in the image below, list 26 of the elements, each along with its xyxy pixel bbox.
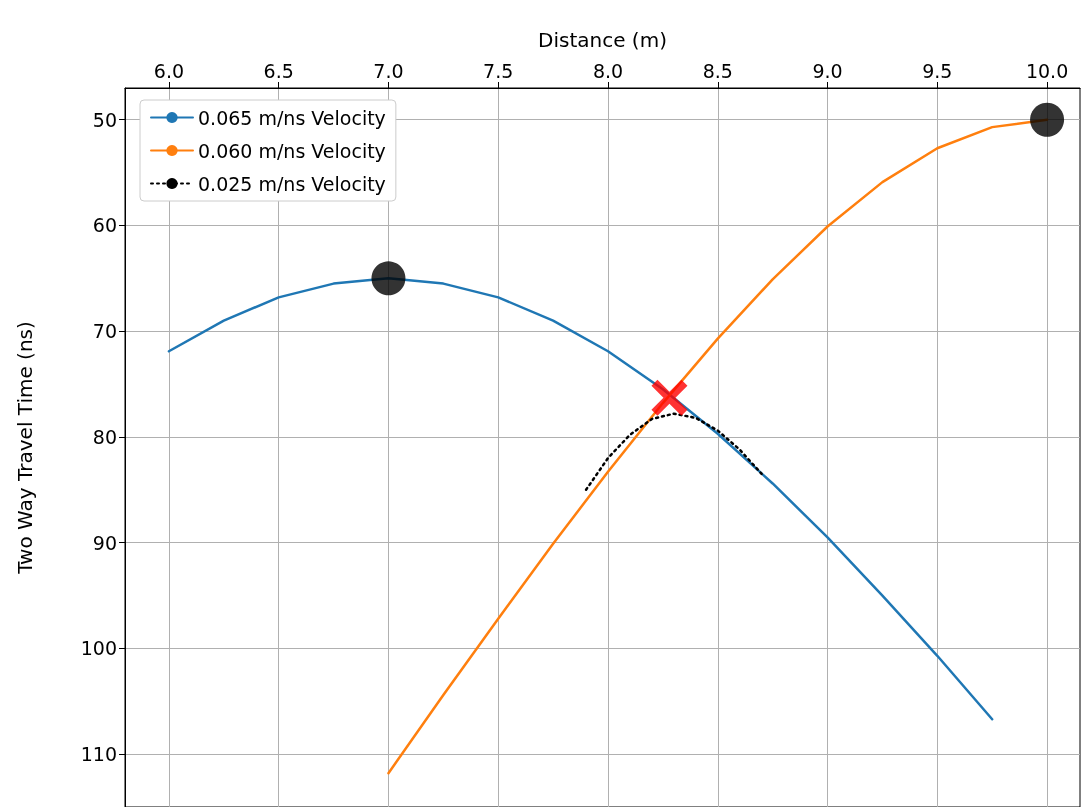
- x-tick-label: 8.5: [702, 59, 733, 82]
- legend-label: 0.060 m/ns Velocity: [198, 139, 386, 162]
- x-tick-label: 10.0: [1025, 59, 1069, 82]
- y-tick-label: 50: [92, 108, 117, 131]
- y-tick-label: 60: [92, 214, 117, 237]
- point: [371, 261, 406, 296]
- x-tick-label: 7.5: [483, 59, 514, 82]
- line-series: [584, 412, 763, 492]
- y-tick-label: 70: [92, 320, 117, 343]
- x-tick-label: 6.0: [153, 59, 185, 82]
- x-tick-label: 9.5: [922, 59, 953, 82]
- point: [651, 379, 688, 416]
- x-axis-title: Distance (m): [538, 28, 667, 52]
- legend-label: 0.025 m/ns Velocity: [198, 172, 386, 195]
- x-tick-label: 8.0: [592, 59, 624, 82]
- y-tick-label: 110: [80, 743, 117, 766]
- y-tick-label: 100: [80, 637, 117, 660]
- point: [1030, 102, 1065, 137]
- x-tick-label: 9.0: [812, 59, 843, 82]
- y-tick-label: 80: [92, 425, 117, 448]
- legend-label: 0.065 m/ns Velocity: [198, 106, 386, 129]
- y-tick-label: 90: [92, 531, 117, 554]
- y-axis-title: Two Way Travel Time (ns): [13, 321, 37, 575]
- x-tick-label: 6.5: [263, 59, 294, 82]
- line-series: [167, 277, 994, 721]
- x-tick-label: 7.0: [373, 59, 404, 82]
